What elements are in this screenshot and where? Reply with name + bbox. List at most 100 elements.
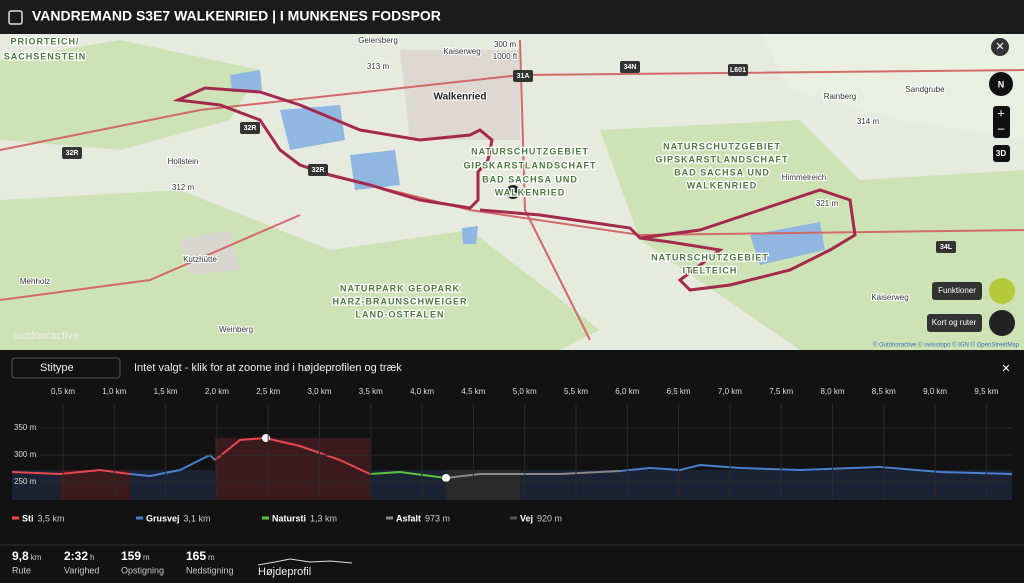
zoom-control <box>993 106 1010 138</box>
3d-button[interactable] <box>993 145 1010 162</box>
x-tick-label: 7,0 km <box>718 387 742 396</box>
start-marker <box>506 185 520 199</box>
map-label: 313 m <box>367 62 390 71</box>
zoom-out[interactable]: − <box>997 121 1005 136</box>
functions-button[interactable] <box>932 282 982 300</box>
profile-hint: Intet valgt - klik for at zoome ind i hø… <box>134 362 402 374</box>
map-label: 32R <box>312 167 325 174</box>
x-tick-label: 2,5 km <box>256 387 280 396</box>
x-tick-label: 9,5 km <box>974 387 998 396</box>
stat-unit: m <box>143 553 150 562</box>
legend-value: 3,1 km <box>184 513 211 523</box>
stat-unit: h <box>90 553 94 562</box>
map-label: Mehholz <box>20 277 50 286</box>
legend-name: Asfalt <box>396 513 421 523</box>
road <box>0 39 1024 341</box>
stat-value: 159 <box>121 549 141 563</box>
profile-line <box>129 453 216 478</box>
map-labels: PRIORTEICH/SACHSENSTEIN Geiersberg 313 m Ka… <box>2 35 956 342</box>
functions-fab[interactable] <box>989 278 1015 304</box>
x-tick-label: 6,0 km <box>615 387 639 396</box>
profile-toggle[interactable]: Højdeprofil <box>258 566 311 578</box>
lock-icon <box>8 10 23 25</box>
stat-unit: km <box>31 553 42 562</box>
x-tick-label: 5,0 km <box>513 387 537 396</box>
road-shield <box>728 64 748 76</box>
compass[interactable] <box>989 72 1013 96</box>
legend-value: 1,3 km <box>310 513 337 523</box>
town <box>400 50 520 140</box>
map-label: 34L <box>940 244 953 251</box>
filter-select[interactable] <box>11 357 121 379</box>
zoom-in[interactable]: + <box>997 105 1005 120</box>
x-tick-label: 4,5 km <box>461 387 485 396</box>
map-label: Geiersberg <box>358 36 398 45</box>
map-label: Kaiserweg <box>443 47 480 56</box>
map-label: NATURSCHUTZGEBIET <box>663 141 781 151</box>
map-label: Weinberg <box>219 325 253 334</box>
stat-value: 9,8 <box>12 549 29 563</box>
map-label: GIPSKARSTLANDSCHAFT <box>656 154 789 164</box>
elevation-profile[interactable]: 0,5 km 1,0 km 1,5 km 2,0 km 2,5 km 3,0 km 3,5 … <box>11 387 1013 500</box>
layers-fab[interactable] <box>989 310 1015 336</box>
town <box>180 230 240 275</box>
compass-label: N <box>998 79 1005 89</box>
map-label: ITELTEICH <box>683 265 738 275</box>
legend-value: 3,5 km <box>38 513 65 523</box>
map[interactable]: S PRIORTEICH/SACHSENSTEIN Geiersberg 313 m… <box>0 34 1024 350</box>
x-tick-label: 3,0 km <box>307 387 331 396</box>
map-label: 314 m <box>857 117 880 126</box>
stat-label: Rute <box>12 565 31 575</box>
map-label: NATURPARK GEOPARK <box>340 283 460 293</box>
map-label: 32R <box>66 150 79 157</box>
map-label: NATURSCHUTZGEBIET <box>471 146 589 156</box>
map-label: WALKENRIED <box>687 180 758 190</box>
map-label: GIPSKARSTLANDSCHAFT <box>464 160 597 170</box>
stat-label: Opstigning <box>121 565 164 575</box>
close-map[interactable] <box>991 38 1009 56</box>
profile-band <box>60 470 130 500</box>
road-shield <box>308 164 328 176</box>
x-tick-label: 0,5 km <box>51 387 75 396</box>
road-shield <box>513 70 533 82</box>
forest <box>0 190 600 350</box>
x-tick-label: 8,0 km <box>820 387 844 396</box>
map-label: 300 m <box>494 40 517 49</box>
map-label: Kutzhütte <box>183 255 217 264</box>
x-tick-label: 3,5 km <box>359 387 383 396</box>
x-tick-label: 9,0 km <box>923 387 947 396</box>
x-tick-label: 8,5 km <box>872 387 896 396</box>
map-label: 31A <box>517 73 530 80</box>
profile-marker <box>442 474 450 482</box>
legend-name: Grusvej <box>146 513 180 523</box>
close-profile[interactable]: ✕ <box>1001 363 1010 375</box>
road-shield <box>620 61 640 73</box>
profile-line <box>11 468 131 476</box>
legend-value: 973 m <box>425 513 450 523</box>
legend-name: Natursti <box>272 513 306 523</box>
start-label: S <box>510 187 516 197</box>
profile-line <box>619 463 1013 475</box>
maps-button[interactable] <box>927 314 982 332</box>
x-tick-label: 5,5 km <box>564 387 588 396</box>
map-label: 312 m <box>172 183 195 192</box>
map-label: BAD SACHSA UND <box>674 167 770 177</box>
x-tick-label: 6,5 km <box>667 387 691 396</box>
map-label: Walkenried <box>434 92 487 103</box>
y-tick-label: 350 m <box>14 423 37 432</box>
map-label: Rainberg <box>824 92 856 101</box>
map-label: BAD SACHSA UND <box>482 174 578 184</box>
map-label: outdooractive <box>13 330 79 342</box>
x-tick-label: 2,0 km <box>205 387 229 396</box>
profile-line <box>369 470 447 479</box>
map-label: Kaiserweg <box>871 293 908 302</box>
y-tick-label: 300 m <box>14 450 37 459</box>
map-label: 32R <box>244 125 257 132</box>
map-label: 321 m <box>816 199 839 208</box>
title: VANDREMAND S3E7 WALKENRIED | I MUNKENES … <box>32 8 441 24</box>
legend-value: 920 m <box>537 513 562 523</box>
attribution: © Outdooractive © swisstopo © IGN © Open… <box>873 342 1020 349</box>
map-label: PRIORTEICH/ <box>10 36 79 46</box>
